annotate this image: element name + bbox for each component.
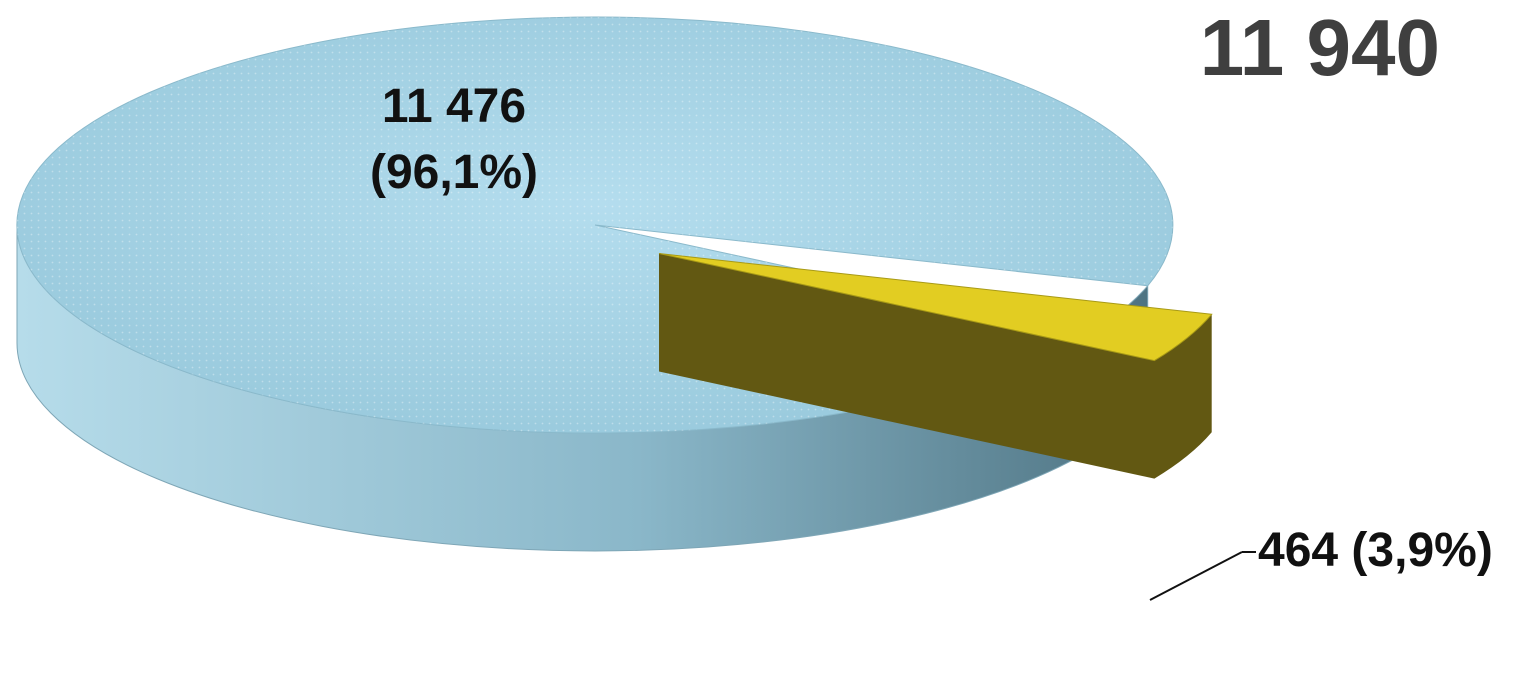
total-value: 11 940: [1200, 3, 1440, 92]
slice-small-label: 464 (3,9%): [1258, 524, 1493, 577]
slice-main-percent: (96,1%): [370, 146, 538, 199]
pie-slice-small-side: [659, 253, 1212, 479]
pie-group: [16, 16, 1213, 552]
leader-line: [1149, 551, 1243, 601]
slice-main-label: 11 476: [382, 80, 526, 133]
pie-slice-small: [658, 253, 1213, 362]
